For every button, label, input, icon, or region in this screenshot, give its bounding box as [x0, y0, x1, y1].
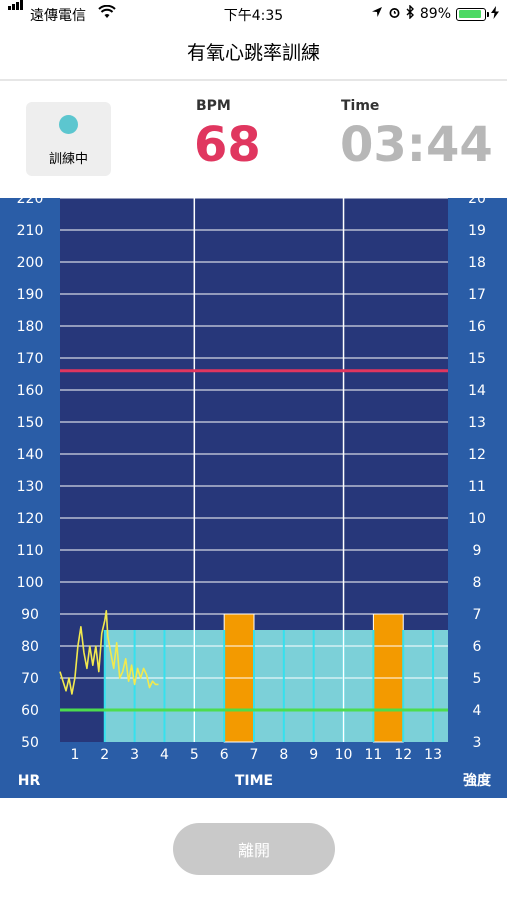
- y-tick-label: 140: [17, 447, 44, 463]
- y2-tick-label: 6: [473, 639, 482, 655]
- x-tick-label: 3: [130, 747, 139, 763]
- battery-icon: [456, 7, 489, 21]
- leave-button[interactable]: 離開: [173, 823, 335, 875]
- x-tick-label: 1: [70, 747, 79, 763]
- y-tick-label: 190: [17, 287, 44, 303]
- time-label: Time: [341, 98, 380, 114]
- x-tick-label: 13: [424, 747, 442, 763]
- y2-tick-label: 19: [468, 223, 486, 239]
- x-tick-label: 11: [364, 747, 382, 763]
- y-tick-label: 210: [17, 223, 44, 239]
- page-title: 有氧心跳率訓練: [186, 42, 320, 64]
- y2-tick-label: 18: [468, 255, 486, 271]
- x-tick-label: 8: [279, 747, 288, 763]
- y2-tick-label: 16: [468, 319, 486, 335]
- status-bar: 遠傳電信 下午4:35 89%: [0, 0, 507, 28]
- y-tick-label: 110: [17, 543, 44, 559]
- y2-tick-label: 10: [468, 511, 486, 527]
- y2-tick-label: 7: [473, 607, 482, 623]
- y2-tick-label: 13: [468, 415, 486, 431]
- bpm-value: 68: [194, 117, 261, 173]
- y2-tick-label: 12: [468, 447, 486, 463]
- y-tick-label: 120: [17, 511, 44, 527]
- y-tick-label: 220: [17, 198, 44, 207]
- training-status-card: 訓練中: [26, 102, 111, 176]
- y-tick-label: 180: [17, 319, 44, 335]
- nav-divider: [0, 79, 507, 81]
- y-tick-label: 100: [17, 575, 44, 591]
- x-tick-label: 5: [190, 747, 199, 763]
- clock: 下午4:35: [223, 8, 284, 24]
- y2-tick-label: 4: [473, 703, 482, 719]
- x-tick-label: 2: [100, 747, 109, 763]
- charging-icon: [491, 5, 499, 23]
- y2-tick-label: 8: [473, 575, 482, 591]
- y2-tick-label: 9: [473, 543, 482, 559]
- y-tick-label: 80: [21, 639, 39, 655]
- x-tick-label: 10: [335, 747, 353, 763]
- bluetooth-icon: [406, 4, 415, 23]
- y-tick-label: 160: [17, 383, 44, 399]
- y-tick-label: 70: [21, 671, 39, 687]
- y-tick-label: 130: [17, 479, 44, 495]
- y2-tick-label: 17: [468, 287, 486, 303]
- y-tick-label: 50: [21, 735, 39, 751]
- y2-tick-label: 3: [473, 735, 482, 751]
- x-tick-label: 4: [160, 747, 169, 763]
- chart-svg: 2202102001901801701601501401301201101009…: [17, 198, 492, 789]
- y2-axis-label: 強度: [463, 772, 492, 789]
- y2-tick-label: 20: [468, 198, 486, 207]
- y2-tick-label: 5: [473, 671, 482, 687]
- bpm-label: BPM: [196, 98, 231, 114]
- y-axis-label: HR: [18, 773, 41, 789]
- time-value: 03:44: [340, 117, 493, 173]
- y-tick-label: 150: [17, 415, 44, 431]
- wifi-icon: [98, 4, 116, 23]
- x-tick-label: 7: [250, 747, 259, 763]
- y-tick-label: 200: [17, 255, 44, 271]
- y2-tick-label: 14: [468, 383, 486, 399]
- x-tick-label: 6: [220, 747, 229, 763]
- y-tick-label: 170: [17, 351, 44, 367]
- y-tick-label: 60: [21, 703, 39, 719]
- alarm-icon: [388, 6, 401, 23]
- battery-percent: 89%: [419, 6, 451, 22]
- x-axis-label: TIME: [235, 773, 273, 789]
- heart-rate-line: [59, 609, 159, 695]
- y2-tick-label: 15: [468, 351, 486, 367]
- y2-tick-label: 11: [468, 479, 486, 495]
- y-tick-label: 90: [21, 607, 39, 623]
- status-dot-icon: [59, 115, 78, 134]
- heart-rate-chart: 220 210 200 190 180 170 160 150 140 130 120 110 100 9…: [0, 198, 507, 798]
- training-status-label: 訓練中: [48, 152, 88, 167]
- location-arrow-icon: [371, 6, 383, 22]
- carrier-name: 遠傳電信: [30, 8, 86, 24]
- x-tick-label: 9: [309, 747, 318, 763]
- x-tick-label: 12: [394, 747, 412, 763]
